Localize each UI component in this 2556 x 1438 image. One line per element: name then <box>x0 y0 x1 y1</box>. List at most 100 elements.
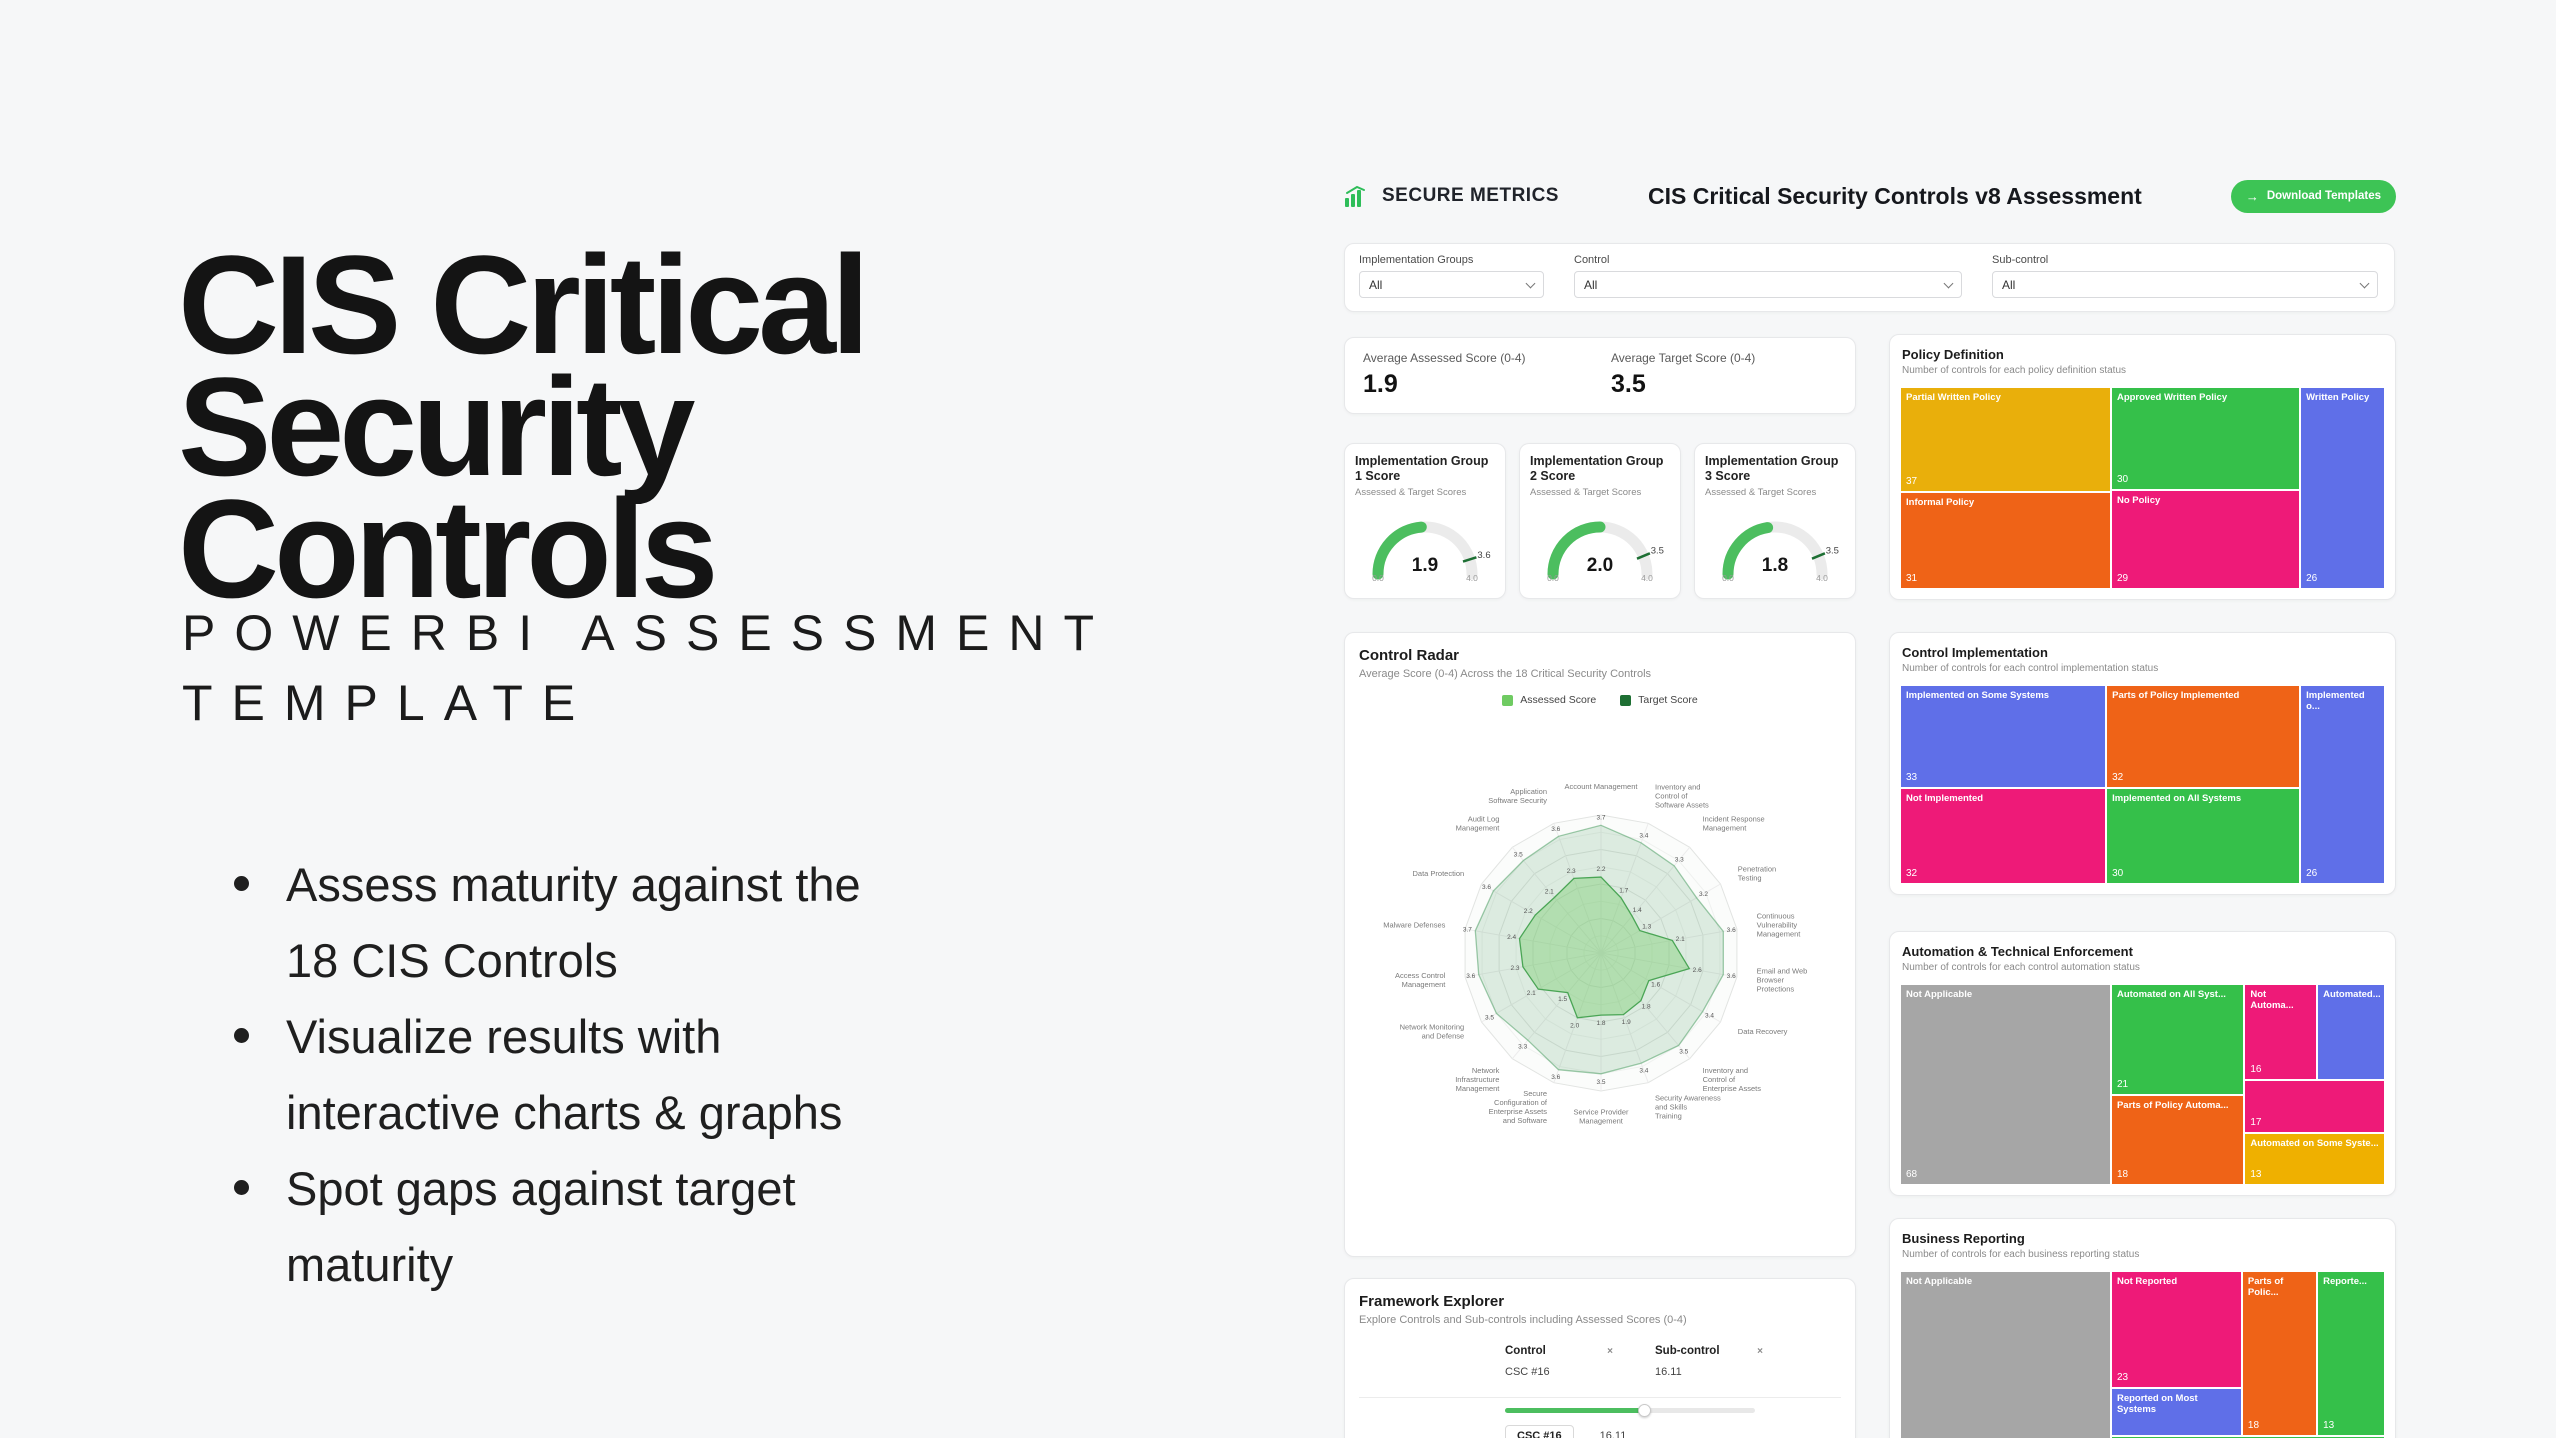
clear-filter-icon[interactable]: × <box>1607 1345 1613 1357</box>
gauge-chart[interactable]: 3.6 1.9 0.0 4.0 <box>1355 502 1495 583</box>
fx-subcontrol-value[interactable]: 16.11 <box>1655 1366 1682 1378</box>
svg-text:3.3: 3.3 <box>1675 857 1684 864</box>
svg-text:2.0: 2.0 <box>1587 555 1613 576</box>
average-assessed-score: Average Assessed Score (0-4) 1.9 <box>1363 351 1526 399</box>
svg-text:1.8: 1.8 <box>1596 1020 1605 1027</box>
implementation-group-1-gauge-card: Implementation Group 1 Score Assessed & … <box>1344 443 1506 599</box>
svg-text:2.0: 2.0 <box>1570 1022 1579 1029</box>
average-scores-card: Average Assessed Score (0-4) 1.9 Average… <box>1344 337 1856 414</box>
score-slider[interactable] <box>1505 1404 1755 1417</box>
gauge-subtitle: Assessed & Target Scores <box>1705 487 1817 498</box>
treemap-block[interactable]: Written Policy 26 <box>2300 387 2385 589</box>
treemap-block[interactable]: No Policy 29 <box>2110 490 2301 589</box>
framework-explorer-row[interactable]: CSC #16 16.11 <box>1505 1425 1626 1438</box>
treemap-subtitle: Number of controls for each control auto… <box>1902 962 2140 973</box>
metric-value: 3.5 <box>1611 370 1646 398</box>
treemap-block-value: 16 <box>2250 1064 2262 1076</box>
treemap-block-value: 29 <box>2116 572 2129 584</box>
svg-text:1.8: 1.8 <box>1762 555 1788 576</box>
svg-text:Account Management: Account Management <box>1565 782 1639 791</box>
treemap-block-value: 23 <box>2116 1372 2129 1384</box>
gauge-chart[interactable]: 3.5 2.0 0.0 4.0 <box>1530 502 1670 583</box>
treemap-block[interactable]: Parts of Policy Implemented 32 <box>2106 685 2301 789</box>
treemap-block[interactable]: Not Implemented 32 <box>1900 788 2107 884</box>
gauge-chart[interactable]: 3.5 1.8 0.0 4.0 <box>1705 502 1845 583</box>
feature-bullet-list: Assess maturity against the 18 CIS Contr… <box>192 847 861 1303</box>
legend-item-assessed[interactable]: Assessed Score <box>1502 694 1596 706</box>
filter-bar: Implementation Groups All Control All Su… <box>1344 243 2395 312</box>
treemap-block[interactable]: Reported on Most Systems <box>2110 1388 2242 1436</box>
treemap-block-label: Automated on All Syst... <box>2116 989 2226 1000</box>
clear-filter-icon[interactable]: × <box>1757 1345 1763 1357</box>
svg-text:Data Protection: Data Protection <box>1412 869 1464 878</box>
svg-text:2.3: 2.3 <box>1510 965 1519 972</box>
treemap-block-label: Not Automa... <box>2250 989 2294 1011</box>
legend-label: Target Score <box>1638 694 1698 706</box>
treemap-block[interactable]: Implemented o... 26 <box>2300 685 2385 884</box>
treemap-block[interactable]: Not Applicable <box>1900 1271 2111 1438</box>
treemap-title: Policy Definition <box>1902 347 2004 362</box>
treemap-subtitle: Number of controls for each business rep… <box>1902 1249 2140 1260</box>
control-dropdown[interactable]: All <box>1574 271 1962 298</box>
treemap-block[interactable]: Automated on All Syst... 21 <box>2110 984 2245 1095</box>
dropdown-value: All <box>2002 277 2016 292</box>
svg-text:1.4: 1.4 <box>1633 907 1642 914</box>
download-templates-button[interactable]: → Download Templates <box>2230 179 2396 213</box>
page-subtitle-line-1: POWERBI ASSESSMENT <box>182 605 1114 661</box>
svg-text:2.1: 2.1 <box>1527 990 1536 997</box>
sub-control-dropdown[interactable]: All <box>1992 271 2378 298</box>
chevron-down-icon <box>2359 278 2370 288</box>
filter-sub-control: Sub-control All <box>1992 254 2378 301</box>
treemap-block[interactable]: Parts of Polic... 18 <box>2241 1271 2318 1436</box>
treemap-block[interactable]: Approved Written Policy 30 <box>2110 387 2301 491</box>
treemap-block[interactable]: Not Reported 23 <box>2110 1271 2242 1389</box>
implementation-groups-dropdown[interactable]: All <box>1359 271 1544 298</box>
chevron-down-icon <box>1943 278 1954 288</box>
treemap-block[interactable]: Parts of Policy Automa... 18 <box>2110 1094 2245 1185</box>
svg-text:3.5: 3.5 <box>1679 1049 1688 1056</box>
fx-control-value[interactable]: CSC #16 <box>1505 1366 1550 1378</box>
treemap-block[interactable]: Partial Written Policy 37 <box>1900 387 2111 493</box>
svg-text:1.9: 1.9 <box>1412 555 1438 576</box>
legend-item-target[interactable]: Target Score <box>1620 694 1698 706</box>
treemap-block-label: Not Implemented <box>1906 793 1984 805</box>
legend-label: Assessed Score <box>1520 694 1597 706</box>
treemap-block-value: 32 <box>1906 867 1918 879</box>
treemap-block[interactable]: Automated... <box>2317 984 2385 1081</box>
treemap-block[interactable]: 17 <box>2244 1080 2385 1133</box>
svg-text:3.6: 3.6 <box>1727 973 1736 980</box>
treemap-block[interactable]: Implemented on Some Systems 33 <box>1900 685 2107 789</box>
svg-text:3.4: 3.4 <box>1639 832 1648 839</box>
svg-text:3.6: 3.6 <box>1551 826 1560 833</box>
treemap-block-value: 30 <box>2112 867 2124 879</box>
treemap-block-value: 68 <box>1906 1169 1918 1180</box>
average-target-score: Average Target Score (0-4) 3.5 <box>1611 351 1755 399</box>
control-chip[interactable]: CSC #16 <box>1505 1425 1574 1438</box>
svg-text:3.4: 3.4 <box>1705 1013 1714 1020</box>
treemap-block[interactable]: Reporte... 13 <box>2317 1271 2385 1436</box>
business-reporting-treemap: Not Applicable Not Reported 23 Parts of Pol… <box>1900 1271 2385 1438</box>
dropdown-value: All <box>1584 277 1598 292</box>
radar-chart[interactable]: 3.7 2.2 3.4 1.7 3.3 1.4 3.2 1.3 3.6 2.1 3.6 2.6 3.4 1… <box>1359 708 1843 1208</box>
treemap-block-value: 18 <box>2116 1168 2129 1180</box>
treemap-block[interactable]: Automated on Some Syste... 13 <box>2244 1132 2385 1185</box>
treemap-block[interactable]: Implemented on All Systems 30 <box>2106 788 2301 884</box>
treemap-block-label: Not Reported <box>2116 1276 2178 1287</box>
implementation-group-3-gauge-card: Implementation Group 3 Score Assessed & … <box>1694 443 1856 599</box>
treemap-block[interactable]: Reported on All Systems <box>2110 1435 2385 1438</box>
treemap-block[interactable]: Informal Policy 31 <box>1900 492 2111 589</box>
treemap-block[interactable]: Not Automa... 16 <box>2244 984 2318 1081</box>
slider-thumb[interactable] <box>1637 1404 1651 1417</box>
treemap-block[interactable]: Not Applicable 68 <box>1900 984 2111 1185</box>
svg-text:3.3: 3.3 <box>1518 1043 1527 1050</box>
svg-text:3.6: 3.6 <box>1482 884 1491 891</box>
dashboard-title: CIS Critical Security Controls v8 Assess… <box>1647 182 2142 209</box>
svg-text:1.9: 1.9 <box>1622 1019 1631 1026</box>
